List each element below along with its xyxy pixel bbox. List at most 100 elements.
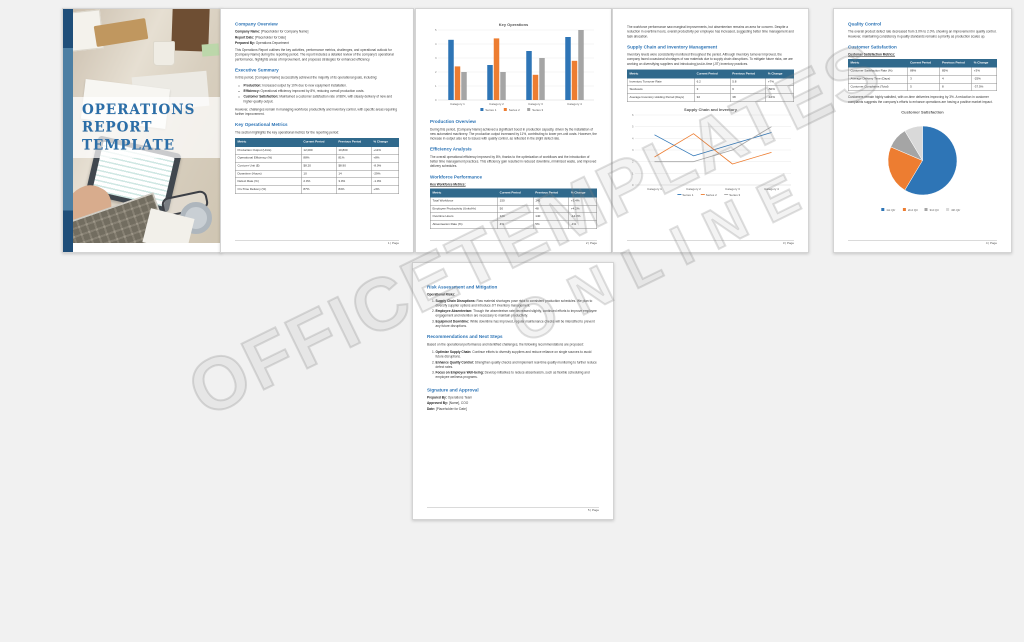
customer-satisfaction-pie-chart: Customer Satisfaction 1st Qtr 2nd Qtr 3rd Q… xyxy=(853,107,993,214)
recommendations-list: Optimize Supply Chain: Continue efforts … xyxy=(427,350,599,380)
customer-satisfaction-metrics-label: Customer Satisfaction Metrics: xyxy=(848,53,896,57)
svg-text:Series 2: Series 2 xyxy=(706,193,717,197)
supply-chain-svg: Supply Chain and Inventory 0 1 2 3 4 5 6 Categor… xyxy=(632,107,791,197)
list-item: Company Name: [Placeholder for Company N… xyxy=(235,30,309,34)
table-cell: Cost per Unit ($) xyxy=(235,162,302,171)
table-cell: 3 xyxy=(907,74,940,84)
table-header-row: Metric Current Period Previous Period% Cha… xyxy=(626,69,795,79)
svg-text:Series 3: Series 3 xyxy=(532,108,543,112)
page-cover: OPERATIONS REPORT TEMPLATE xyxy=(62,8,222,253)
table-cell: 10,800 xyxy=(335,146,372,155)
column-header: Metric xyxy=(429,188,498,198)
heading-customer-satisfaction: Customer Satisfaction xyxy=(848,44,897,50)
table-cell: Total Workforce xyxy=(429,196,498,206)
table-cell: Customer Complaints (Total) xyxy=(847,82,909,92)
table-cell: +11% xyxy=(370,146,400,155)
cover-title: OPERATIONS REPORT TEMPLATE xyxy=(73,97,221,158)
table-cell: Inventory Turnover Rate xyxy=(626,77,695,87)
table-cell: Average Delivery Time (Days) xyxy=(847,74,909,84)
column-header: % Change xyxy=(568,188,598,198)
svg-text:Category 1: Category 1 xyxy=(450,102,465,106)
table-row: Production Output (Units) 12,000 10,800 +11… xyxy=(235,146,400,155)
svg-text:1: 1 xyxy=(435,84,437,88)
list-item: Report Date: [Placeholder for Date] xyxy=(235,35,286,40)
svg-text:0: 0 xyxy=(435,98,437,102)
table-cell: +7% xyxy=(765,77,795,87)
table-cell: 38 xyxy=(729,93,766,102)
cover-title-line-1: OPERATIONS xyxy=(82,102,196,118)
list-item: Prepared By: Operations Department xyxy=(235,41,289,45)
heading-efficiency-analysis: Efficiency Analysis xyxy=(430,146,472,152)
page-number: 2 | Page xyxy=(585,242,597,245)
photo-pen-cup xyxy=(153,41,175,66)
column-header: % Change xyxy=(370,137,400,147)
table-header-row: Metric Current Period Previous Period% Cha… xyxy=(847,58,998,68)
svg-text:3: 3 xyxy=(435,56,437,60)
heading-quality-control: Quality Control xyxy=(848,21,882,27)
heading-workforce-performance: Workforce Performance xyxy=(430,174,482,180)
page-footer: 3 | Page xyxy=(627,240,794,245)
table-row: Absenteeism Rate (%) 4% 5% -1% xyxy=(429,220,598,229)
table-cell: 4% xyxy=(497,220,534,229)
table-row: Defect Rate (%) 2.0% 3.0% -1.0% xyxy=(235,177,400,187)
cover-stripe-middle xyxy=(63,47,73,211)
table-row: On-Time Delivery (%) 87% 84% +3% xyxy=(235,185,400,194)
cover-left-stripe xyxy=(63,9,73,252)
table-cell: -29% xyxy=(370,169,400,179)
table-cell: 14 xyxy=(335,169,372,179)
svg-text:6: 6 xyxy=(632,113,634,117)
list-item: Supply Chain Disruptions: Raw material s… xyxy=(436,299,600,308)
heading-production-overview: Production Overview xyxy=(430,119,476,125)
svg-text:2nd Qtr: 2nd Qtr xyxy=(908,208,918,212)
supply-chain-line-chart: Supply Chain and Inventory 0 1 2 3 4 5 6 Categor… xyxy=(627,106,794,199)
table-row: Overtime Hours 120 140 -14.3% xyxy=(429,212,598,222)
list-item: Optimize Supply Chain: Continue efforts … xyxy=(436,350,600,359)
table-row: Customer Complaints (Total) 5 8 -37.5% xyxy=(847,82,998,92)
page-supply-chain: The workforce performance saw marginal i… xyxy=(612,8,809,253)
table-cell: -25% xyxy=(971,74,998,84)
workforce-metrics-label: Key Workforce Metrics: xyxy=(430,183,466,187)
column-header: Current Period xyxy=(694,69,731,79)
metrics-intro: The section highlights the key operation… xyxy=(235,130,340,135)
table-cell: -1% xyxy=(568,220,598,229)
table-cell: 88% xyxy=(300,154,337,163)
svg-text:Series 1: Series 1 xyxy=(682,193,693,197)
table-row: Operational Efficiency (%) 88% 81% +8% xyxy=(235,154,400,163)
page-footer: 5 | Page xyxy=(427,507,599,512)
svg-text:4: 4 xyxy=(435,42,437,46)
heading-supply-chain: Supply Chain and Inventory Management xyxy=(627,44,718,50)
customer-satisfaction-table: Metric Current Period Previous Period% Cha… xyxy=(847,58,998,92)
key-operational-metrics-table: Metric Current Period Previous Period% Cha… xyxy=(235,137,400,194)
table-cell: 12,000 xyxy=(300,146,337,155)
table-row: Downtime (Hours) 10 14 -29% xyxy=(235,169,400,179)
column-header: Current Period xyxy=(497,188,534,198)
quality-control-paragraph: The overall product defect rate decrease… xyxy=(848,30,997,39)
svg-text:Category 4: Category 4 xyxy=(567,102,582,106)
signature-block: Prepared By: Operations Team Approved By:… xyxy=(427,395,599,411)
executive-summary-note: However, challenges remain in managing w… xyxy=(235,107,397,117)
page-footer: 1 | Page xyxy=(235,240,399,245)
table-cell: Average Inventory Holding Period (Days) xyxy=(626,93,695,102)
svg-text:1st Qtr: 1st Qtr xyxy=(886,208,895,212)
heading-company-overview: Company Overview xyxy=(235,21,278,27)
table-row: Stockouts 3 6 -50% xyxy=(626,85,795,95)
list-item: Approved By: [Name], COO xyxy=(427,401,469,406)
table-cell: 88% xyxy=(907,67,940,76)
table-cell: 5% xyxy=(532,220,569,229)
column-header: Current Period xyxy=(907,58,940,68)
table-cell: 5.8 xyxy=(729,77,766,87)
table-cell: 8 xyxy=(939,82,972,92)
table-cell: -16% xyxy=(765,93,795,102)
supply-chain-table: Metric Current Period Previous Period% Cha… xyxy=(626,69,795,102)
heading-risk-assessment: Risk Assessment and Mitigation xyxy=(427,284,498,290)
svg-text:Category 1: Category 1 xyxy=(647,187,662,191)
workforce-summary-paragraph: The workforce performance saw marginal i… xyxy=(627,25,794,39)
svg-text:Category 3: Category 3 xyxy=(725,187,740,191)
svg-text:4th Qtr: 4th Qtr xyxy=(951,208,960,212)
table-cell: 81% xyxy=(335,154,372,163)
svg-text:5: 5 xyxy=(632,125,634,129)
table-cell: 32 xyxy=(694,93,731,102)
table-row: Average Inventory Holding Period (Days) 3… xyxy=(626,93,795,102)
svg-text:Series 2: Series 2 xyxy=(509,108,520,112)
table-cell: 145 xyxy=(532,196,569,206)
